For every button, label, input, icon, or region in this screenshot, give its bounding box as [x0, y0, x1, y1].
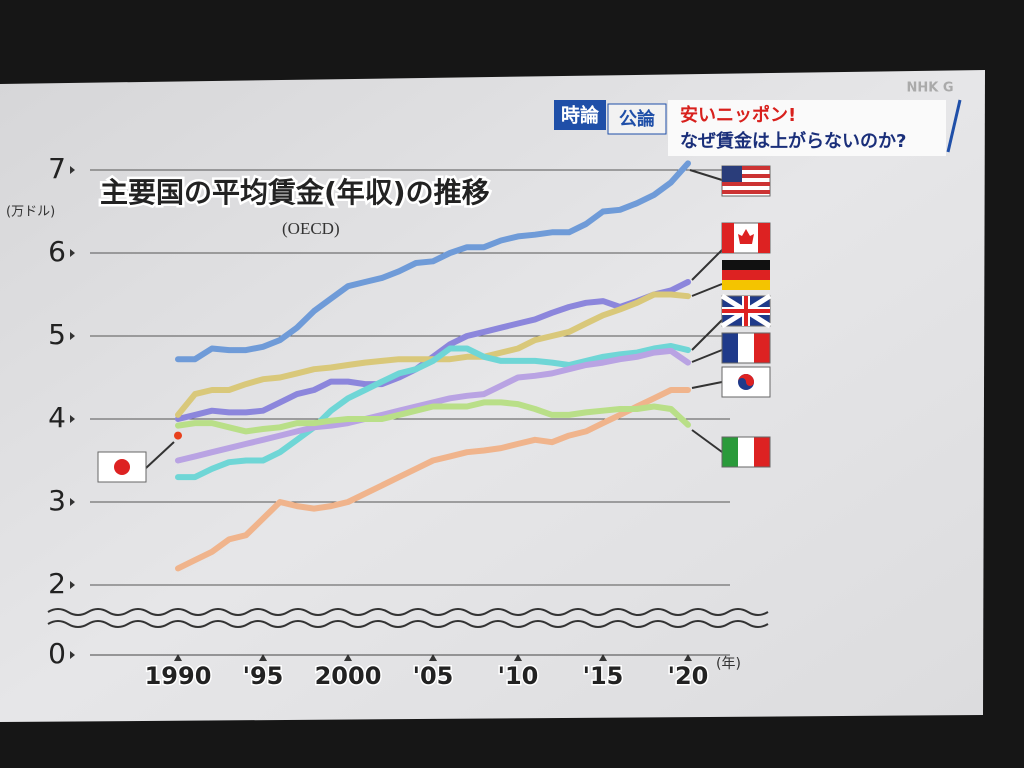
series-line: [175, 347, 691, 464]
series-line: [175, 399, 691, 435]
flag-canada: [691, 222, 771, 281]
flag-france: [691, 332, 771, 364]
channel-logo: NHK G: [906, 81, 953, 96]
series-line: [175, 387, 691, 572]
badge: [554, 100, 606, 130]
data-point: [174, 431, 182, 440]
flag-japan: [97, 441, 175, 483]
chart-title: 主要国の平均賃金(年収)の推移: [100, 176, 490, 209]
x-tick-label: '10: [498, 662, 539, 690]
x-axis-label: (年): [716, 656, 741, 672]
x-tick-mark: [684, 654, 692, 661]
axis-break: [47, 620, 769, 628]
headline: なぜ賃金は上がらないのか?: [680, 130, 906, 152]
flag-germany: [691, 260, 770, 297]
badge-text: 時論: [561, 104, 600, 127]
x-tick-label: '15: [583, 662, 624, 690]
x-tick-label: '20: [668, 662, 709, 690]
axis-break: [47, 608, 769, 616]
y-tick-label: 3: [48, 484, 66, 517]
x-tick-mark: [599, 654, 607, 661]
chart-subtitle: (OECD): [282, 219, 340, 238]
y-tick-label: 4: [48, 401, 66, 434]
x-tick-mark: [344, 654, 352, 661]
x-tick-mark: [429, 654, 437, 661]
y-tick-mark: [70, 166, 75, 174]
y-tick-label: 7: [48, 152, 66, 185]
y-tick-label: 2: [48, 567, 66, 600]
y-tick-label: 6: [48, 235, 66, 268]
headline-slash: [946, 99, 962, 153]
flag-italy: [691, 429, 771, 468]
series-line: [175, 343, 691, 481]
x-tick-label: '95: [243, 662, 284, 690]
headline: 安いニッポン!: [680, 104, 796, 126]
y-tick-mark: [70, 332, 75, 340]
flag-us: [689, 165, 771, 197]
y-axis-label: (万ドル): [6, 205, 55, 220]
x-tick-label: 2000: [315, 662, 382, 690]
y-tick-mark: [70, 415, 75, 423]
headline-box: [668, 100, 946, 156]
y-tick-mark: [70, 651, 75, 659]
x-tick-mark: [259, 654, 267, 661]
y-tick-mark: [70, 581, 75, 589]
y-tick-mark: [70, 249, 75, 257]
flag-korea: [691, 366, 771, 398]
flags: [97, 165, 772, 483]
x-tick-mark: [174, 654, 182, 661]
y-tick-label: 0: [48, 637, 66, 670]
series-line: [175, 160, 691, 363]
badge: [607, 103, 667, 135]
y-tick-mark: [70, 498, 75, 506]
x-tick-label: '05: [413, 662, 454, 690]
y-tick-label: 5: [48, 318, 66, 351]
x-tick-label: 1990: [145, 662, 212, 690]
x-tick-mark: [514, 654, 522, 661]
flag-uk: [691, 293, 772, 351]
badge-text: 公論: [619, 108, 656, 130]
